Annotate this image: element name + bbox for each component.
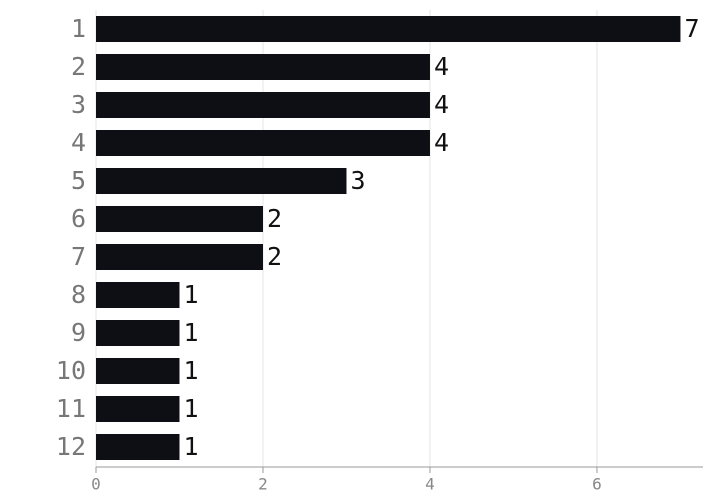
value-label: 2 [267, 204, 282, 233]
bar [96, 358, 180, 384]
y-tick-label: 7 [71, 242, 86, 271]
x-tick-label: 6 [592, 475, 602, 494]
bar [96, 244, 263, 270]
bar [96, 434, 180, 460]
value-label: 2 [267, 242, 282, 271]
y-tick-label: 10 [56, 356, 86, 385]
value-label: 4 [434, 128, 449, 157]
bar [96, 282, 180, 308]
bar [96, 320, 180, 346]
bar [96, 168, 347, 194]
y-tick-label: 8 [71, 280, 86, 309]
value-label: 1 [183, 280, 198, 309]
y-tick-label: 1 [71, 14, 86, 43]
y-tick-label: 11 [56, 394, 86, 423]
value-label: 7 [684, 14, 699, 43]
x-tick-label: 0 [91, 475, 101, 494]
y-tick-label: 4 [71, 128, 86, 157]
y-tick-label: 3 [71, 90, 86, 119]
bar [96, 206, 263, 232]
value-label: 1 [183, 394, 198, 423]
value-label: 1 [183, 432, 198, 461]
y-tick-label: 12 [56, 432, 86, 461]
value-label: 1 [183, 356, 198, 385]
bar [96, 54, 430, 80]
y-tick-label: 2 [71, 52, 86, 81]
bar [96, 130, 430, 156]
value-label: 4 [434, 52, 449, 81]
x-tick-label: 4 [425, 475, 435, 494]
value-label: 3 [350, 166, 365, 195]
value-label: 1 [183, 318, 198, 347]
bar [96, 92, 430, 118]
bar [96, 396, 180, 422]
x-tick-label: 2 [258, 475, 268, 494]
y-tick-label: 9 [71, 318, 86, 347]
y-tick-label: 5 [71, 166, 86, 195]
value-label: 4 [434, 90, 449, 119]
bar [96, 16, 681, 42]
y-tick-label: 6 [71, 204, 86, 233]
